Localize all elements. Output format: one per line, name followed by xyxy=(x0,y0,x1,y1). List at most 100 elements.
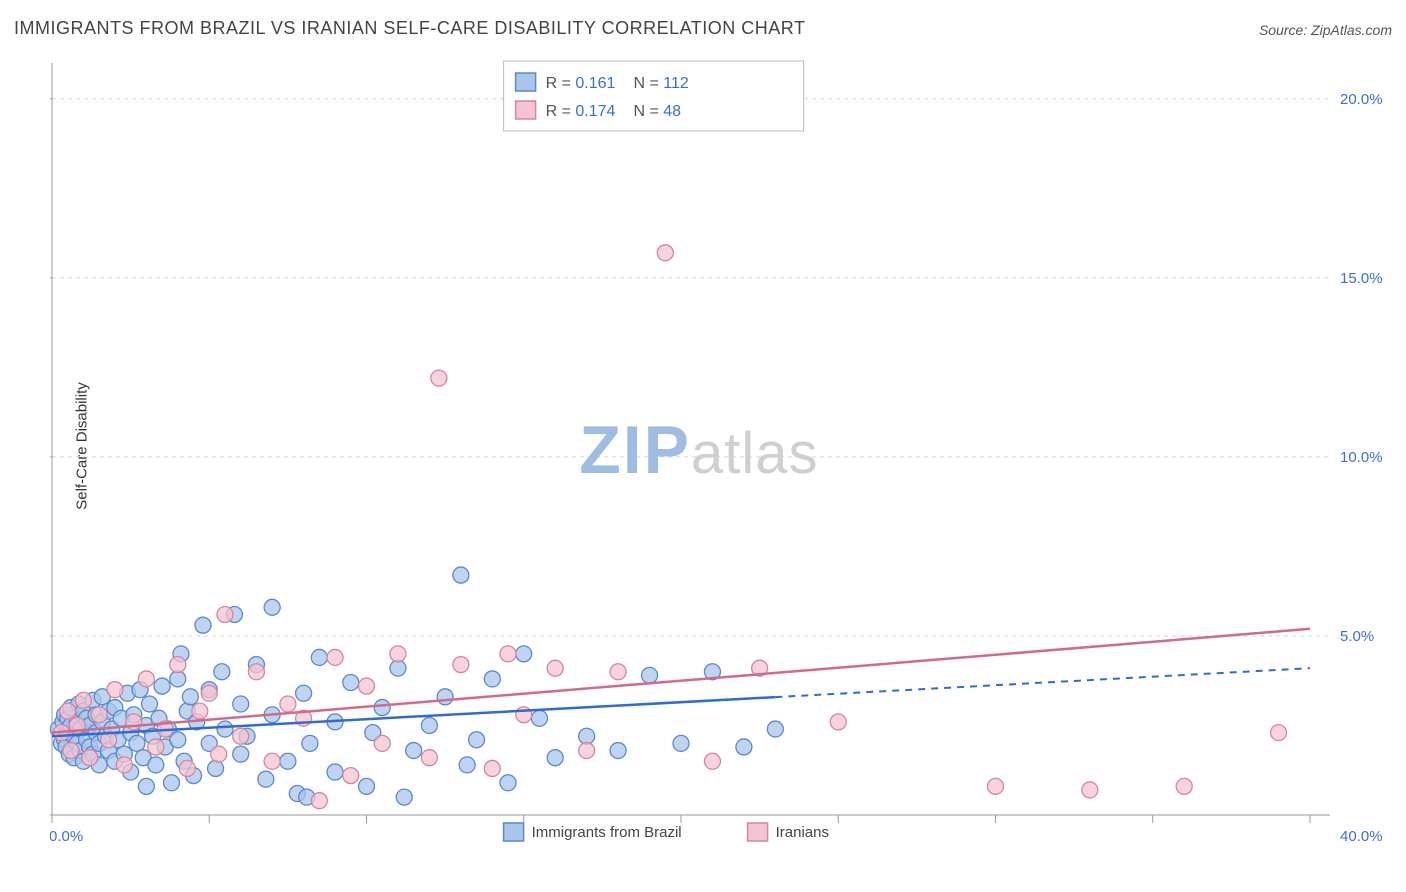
scatter-point-iranians xyxy=(1176,778,1192,794)
watermark: ZIPatlas xyxy=(579,412,818,488)
scatter-point-iranians xyxy=(138,671,154,687)
scatter-point-iranians xyxy=(500,646,516,662)
scatter-point-brazil xyxy=(170,732,186,748)
source-credit: Source: ZipAtlas.com xyxy=(1259,22,1392,38)
scatter-point-iranians xyxy=(327,649,343,665)
scatter-point-iranians xyxy=(1271,725,1287,741)
scatter-point-brazil xyxy=(390,660,406,676)
scatter-point-brazil xyxy=(547,750,563,766)
scatter-point-iranians xyxy=(248,664,264,680)
scatter-point-iranians xyxy=(421,750,437,766)
x-tick-label: 0.0% xyxy=(50,828,83,845)
scatter-point-iranians xyxy=(82,750,98,766)
scatter-point-brazil xyxy=(610,743,626,759)
scatter-point-brazil xyxy=(296,685,312,701)
scatter-point-brazil xyxy=(516,646,532,662)
scatter-point-brazil xyxy=(264,599,280,615)
scatter-point-iranians xyxy=(192,703,208,719)
scatter-point-iranians xyxy=(547,660,563,676)
scatter-point-brazil xyxy=(138,778,154,794)
scatter-point-iranians xyxy=(516,707,532,723)
scatter-point-brazil xyxy=(195,617,211,633)
scatter-point-iranians xyxy=(217,606,233,622)
scatter-point-brazil xyxy=(531,710,547,726)
scatter-point-iranians xyxy=(390,646,406,662)
chart-title: IMMIGRANTS FROM BRAZIL VS IRANIAN SELF-C… xyxy=(14,18,805,39)
scatter-point-brazil xyxy=(182,689,198,705)
legend-bottom-swatch-iranians xyxy=(748,823,768,841)
scatter-point-brazil xyxy=(164,775,180,791)
scatter-point-iranians xyxy=(657,245,673,261)
legend-bottom-label-brazil: Immigrants from Brazil xyxy=(532,824,682,841)
chart-plot-area: 5.0% 10.0% 15.0% 20.0% ZIPatlas 0.0% 40.0% R = … xyxy=(50,55,1390,845)
legend-stats-iranians: R = 0.174N = 48 xyxy=(546,103,682,120)
legend-bottom-swatch-brazil xyxy=(504,823,524,841)
scatter-point-iranians xyxy=(988,778,1004,794)
scatter-point-iranians xyxy=(704,753,720,769)
scatter-point-brazil xyxy=(642,667,658,683)
scatter-point-brazil xyxy=(437,689,453,705)
scatter-point-brazil xyxy=(214,664,230,680)
trend-line-dashed-brazil xyxy=(775,668,1310,697)
scatter-point-brazil xyxy=(406,743,422,759)
scatter-point-iranians xyxy=(431,370,447,386)
scatter-point-iranians xyxy=(453,657,469,673)
y-tick-label: 20.0% xyxy=(1340,91,1383,108)
scatter-point-brazil xyxy=(154,678,170,694)
legend-swatch-iranians xyxy=(516,101,536,119)
scatter-point-iranians xyxy=(484,760,500,776)
scatter-point-iranians xyxy=(60,703,76,719)
scatter-point-brazil xyxy=(736,739,752,755)
scatter-point-brazil xyxy=(459,757,475,773)
scatter-point-brazil xyxy=(343,675,359,691)
scatter-point-iranians xyxy=(75,692,91,708)
scatter-point-brazil xyxy=(453,567,469,583)
x-tick-label: 40.0% xyxy=(1340,828,1383,845)
scatter-point-brazil xyxy=(141,696,157,712)
scatter-point-iranians xyxy=(179,760,195,776)
scatter-point-iranians xyxy=(264,753,280,769)
scatter-point-iranians xyxy=(116,757,132,773)
scatter-point-iranians xyxy=(63,743,79,759)
scatter-point-iranians xyxy=(343,768,359,784)
scatter-point-iranians xyxy=(280,696,296,712)
scatter-point-brazil xyxy=(148,757,164,773)
scatter-point-iranians xyxy=(107,682,123,698)
scatter-point-iranians xyxy=(579,743,595,759)
scatter-point-brazil xyxy=(327,764,343,780)
scatter-point-iranians xyxy=(211,746,227,762)
scatter-point-brazil xyxy=(484,671,500,687)
scatter-point-brazil xyxy=(217,721,233,737)
scatter-point-iranians xyxy=(91,707,107,723)
y-tick-label: 5.0% xyxy=(1340,628,1374,645)
legend-bottom-label-iranians: Iranians xyxy=(776,824,829,841)
scatter-point-brazil xyxy=(170,671,186,687)
scatter-point-brazil xyxy=(421,717,437,733)
scatter-point-brazil xyxy=(233,696,249,712)
scatter-point-iranians xyxy=(233,728,249,744)
scatter-point-iranians xyxy=(374,735,390,751)
scatter-point-brazil xyxy=(359,778,375,794)
scatter-point-brazil xyxy=(500,775,516,791)
scatter-point-brazil xyxy=(208,760,224,776)
y-tick-label: 15.0% xyxy=(1340,270,1383,287)
y-tick-label: 10.0% xyxy=(1340,449,1383,466)
scatter-point-brazil xyxy=(396,789,412,805)
legend-top-box xyxy=(504,61,804,131)
scatter-point-brazil xyxy=(302,735,318,751)
scatter-point-brazil xyxy=(280,753,296,769)
scatter-point-brazil xyxy=(579,728,595,744)
trend-line-iranians xyxy=(52,629,1310,733)
scatter-point-brazil xyxy=(311,649,327,665)
legend-swatch-brazil xyxy=(516,73,536,91)
scatter-point-brazil xyxy=(258,771,274,787)
scatter-point-brazil xyxy=(767,721,783,737)
scatter-point-iranians xyxy=(170,657,186,673)
scatter-point-iranians xyxy=(311,793,327,809)
scatter-point-iranians xyxy=(359,678,375,694)
scatter-point-brazil xyxy=(233,746,249,762)
scatter-point-iranians xyxy=(148,739,164,755)
scatter-point-iranians xyxy=(201,685,217,701)
scatter-point-iranians xyxy=(830,714,846,730)
scatter-point-brazil xyxy=(673,735,689,751)
